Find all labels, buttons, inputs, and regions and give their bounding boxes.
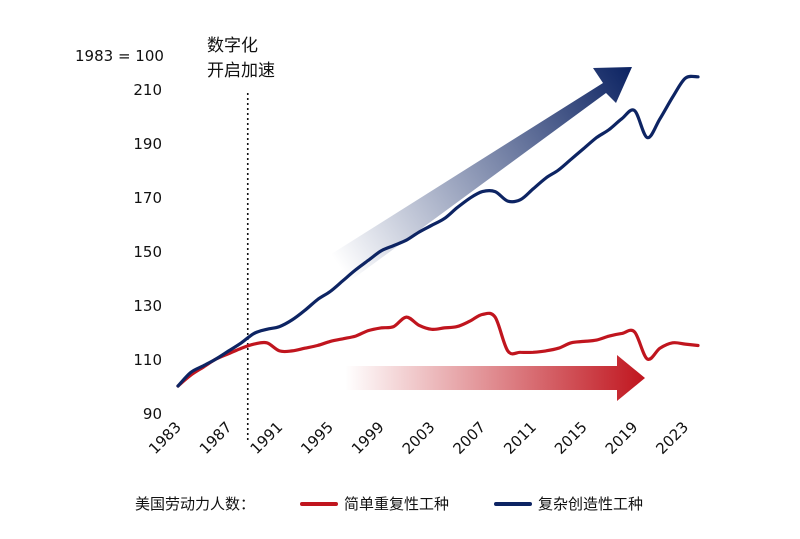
x-tick-label: 1995 bbox=[297, 418, 337, 458]
y-axis: 90 110 130 150 170 190 210 bbox=[133, 81, 162, 423]
y-tick-label: 190 bbox=[133, 135, 162, 153]
x-axis: 1983 1987 1991 1995 1999 2003 2007 2011 2015 2019… bbox=[145, 418, 692, 458]
x-tick-label: 2003 bbox=[399, 418, 439, 458]
complex-creative-line bbox=[176, 74, 700, 388]
y-tick-label: 90 bbox=[143, 405, 162, 423]
x-tick-label: 2007 bbox=[449, 418, 489, 458]
series-lines bbox=[176, 74, 700, 388]
y-tick-label: 130 bbox=[133, 297, 162, 315]
annotation-line-1: 数字化 bbox=[207, 36, 258, 56]
y-tick-label: 210 bbox=[133, 81, 162, 99]
x-tick-label: 1991 bbox=[247, 418, 287, 458]
annotation-line-2: 开启加速 bbox=[207, 61, 275, 81]
legend: 美国劳动力人数： 简单重复性工种 复杂创造性工种 bbox=[135, 495, 643, 513]
complex-trend-arrow bbox=[325, 67, 632, 284]
y-tick-label: 170 bbox=[133, 189, 162, 207]
y-tick-label: 110 bbox=[133, 351, 162, 369]
x-tick-label: 2015 bbox=[551, 418, 591, 458]
simple-repetitive-line bbox=[176, 311, 700, 388]
x-tick-label: 1983 bbox=[145, 418, 185, 458]
legend-prefix: 美国劳动力人数： bbox=[135, 495, 255, 513]
index-note: 1983 = 100 bbox=[75, 47, 164, 65]
x-tick-label: 2011 bbox=[500, 418, 540, 458]
y-tick-label: 150 bbox=[133, 243, 162, 261]
x-tick-label: 2019 bbox=[602, 418, 642, 458]
simple-trend-arrow bbox=[345, 355, 645, 401]
legend-label-complex: 复杂创造性工种 bbox=[538, 495, 643, 513]
legend-label-simple: 简单重复性工种 bbox=[344, 495, 449, 513]
x-tick-label: 1987 bbox=[196, 418, 236, 458]
x-tick-label: 1999 bbox=[348, 418, 388, 458]
x-tick-label: 2023 bbox=[652, 418, 692, 458]
